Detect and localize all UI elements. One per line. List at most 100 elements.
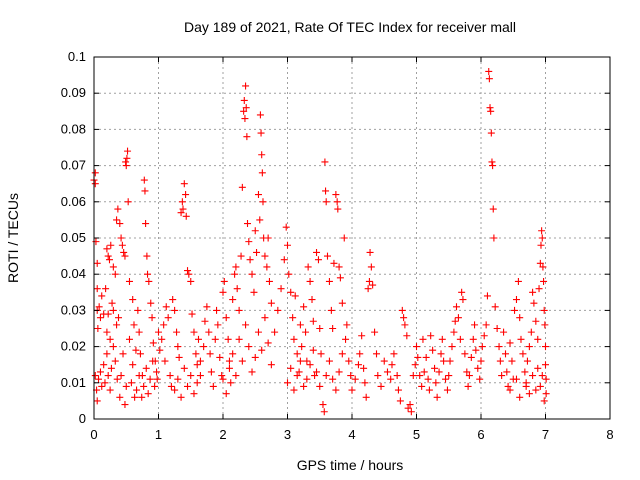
data-point: [516, 393, 524, 401]
data-point: [117, 372, 125, 380]
data-point: [115, 314, 123, 322]
data-point: [149, 339, 157, 347]
data-point: [245, 238, 253, 246]
data-point: [306, 361, 314, 369]
data-point: [448, 343, 456, 351]
data-point: [354, 361, 362, 369]
data-point: [416, 372, 424, 380]
grid: [94, 57, 610, 419]
data-point: [174, 375, 182, 383]
data-point: [284, 379, 291, 387]
data-point: [192, 350, 200, 358]
data-point: [125, 335, 133, 343]
data-point: [287, 364, 295, 372]
data-point: [321, 158, 329, 166]
data-point: [140, 382, 148, 390]
data-point: [119, 350, 127, 358]
data-point: [233, 285, 241, 293]
data-point: [109, 263, 117, 271]
data-point: [179, 205, 187, 213]
data-point: [519, 350, 527, 358]
data-point: [377, 382, 385, 390]
data-point: [242, 104, 250, 112]
data-point: [325, 357, 333, 365]
data-point: [207, 368, 215, 376]
data-point: [187, 372, 195, 380]
data-point: [512, 375, 520, 383]
data-point: [185, 270, 193, 278]
data-point: [180, 180, 188, 188]
data-point: [491, 303, 499, 311]
data-point: [343, 321, 351, 329]
data-point: [190, 390, 198, 398]
data-point: [496, 357, 504, 365]
data-point: [459, 296, 467, 304]
data-point: [293, 350, 301, 358]
data-point: [532, 386, 540, 394]
data-point: [478, 343, 486, 351]
data-point: [235, 335, 243, 343]
data-point: [394, 386, 402, 394]
data-point: [369, 281, 377, 289]
data-point: [532, 317, 540, 325]
data-point: [162, 303, 170, 311]
data-point: [91, 180, 99, 188]
data-point: [93, 259, 101, 267]
data-point: [480, 332, 488, 340]
data-point: [351, 375, 359, 383]
data-point: [111, 357, 119, 365]
data-point: [540, 277, 548, 285]
data-point: [251, 227, 259, 235]
data-point: [151, 382, 159, 390]
data-point: [477, 357, 485, 365]
data-point: [432, 379, 440, 387]
data-point: [140, 176, 148, 184]
data-point: [523, 357, 531, 365]
data-point: [541, 321, 549, 329]
data-point: [145, 277, 153, 285]
data-point: [536, 382, 544, 390]
data-point: [522, 379, 530, 387]
data-point: [244, 220, 252, 228]
data-point: [148, 314, 156, 322]
data-point: [325, 277, 333, 285]
data-point: [237, 252, 245, 260]
data-point: [514, 277, 522, 285]
data-point: [334, 205, 342, 213]
data-point: [174, 343, 182, 351]
data-point: [442, 375, 450, 383]
data-point: [538, 234, 546, 242]
data-point: [267, 361, 275, 369]
data-point: [206, 350, 214, 358]
x-tick-label: 7: [542, 427, 549, 442]
data-point: [258, 151, 266, 159]
data-point: [156, 346, 164, 354]
data-point: [537, 241, 545, 249]
x-tick-label: 6: [477, 427, 484, 442]
data-point: [322, 372, 330, 380]
data-point: [267, 299, 275, 307]
data-point: [300, 382, 308, 390]
data-point: [242, 82, 250, 90]
data-point: [229, 296, 237, 304]
data-point: [539, 263, 547, 271]
data-point: [131, 393, 139, 401]
data-point: [342, 335, 350, 343]
data-point: [105, 256, 113, 264]
data-point: [146, 375, 154, 383]
data-point: [118, 241, 126, 249]
data-point: [100, 361, 108, 369]
x-axis: 0 1 2 3 4 5 6 7 8: [90, 57, 614, 442]
data-point: [177, 393, 185, 401]
data-point: [440, 357, 448, 365]
y-tick-label: 0.01: [61, 375, 86, 390]
data-point: [211, 335, 219, 343]
data-point: [345, 357, 353, 365]
data-point: [184, 267, 192, 275]
data-point: [227, 379, 235, 387]
data-point: [256, 216, 264, 224]
data-point: [248, 270, 256, 278]
data-point: [333, 198, 341, 206]
data-point: [280, 256, 288, 264]
